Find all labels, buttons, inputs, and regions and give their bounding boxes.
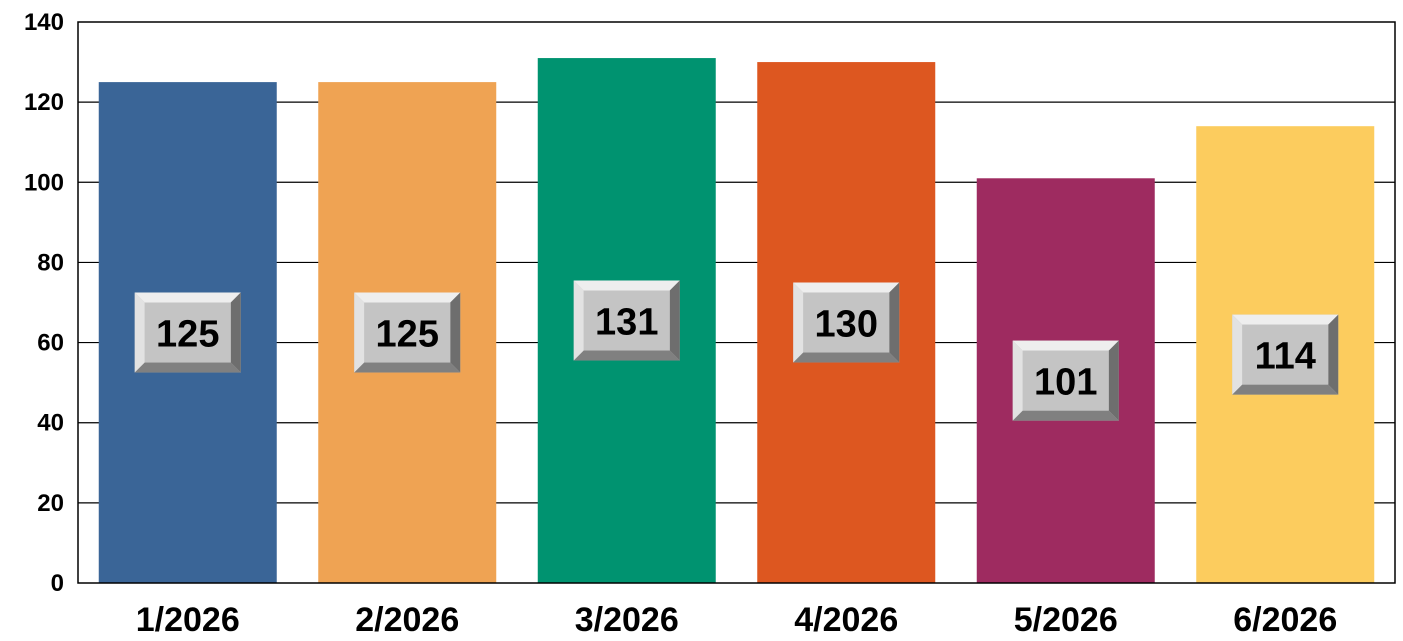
bars: [98, 58, 1375, 584]
y-tick-label: 60: [37, 330, 64, 357]
y-tick-label: 40: [37, 410, 64, 437]
y-tick-label: 80: [37, 249, 64, 276]
data-label: 125: [156, 314, 219, 356]
data-label-box: 101: [1012, 340, 1119, 421]
data-label: 130: [815, 304, 878, 346]
y-tick-label: 120: [24, 89, 64, 116]
x-tick-label: 3/2026: [575, 601, 679, 639]
x-tick-label: 6/2026: [1233, 601, 1337, 639]
data-label: 114: [1255, 336, 1316, 378]
data-label-box: 125: [354, 292, 461, 373]
data-label-box: 130: [793, 282, 900, 363]
data-labels: 125 125 131 130 101 114: [134, 280, 1339, 421]
data-label: 125: [376, 314, 439, 356]
y-tick-label: 140: [24, 9, 64, 36]
plot-area-frame: [77, 21, 1396, 584]
gridlines: [78, 101, 1395, 504]
x-tick-label: 5/2026: [1014, 601, 1118, 639]
data-label-box: 131: [573, 280, 680, 361]
y-tick-label: 0: [51, 570, 64, 597]
x-tick-label: 4/2026: [794, 601, 898, 639]
y-tick-label: 100: [24, 169, 64, 196]
data-label-box: 114: [1232, 314, 1339, 395]
x-tick-label: 2/2026: [355, 601, 459, 639]
x-axis-ticks: 1/2026 2/2026 3/2026 4/2026 5/2026 6/2026: [136, 601, 1338, 639]
y-tick-label: 20: [37, 490, 64, 517]
y-axis-ticks: 0 20 40 60 80 100 120 140: [24, 9, 64, 597]
data-label: 101: [1034, 362, 1097, 404]
data-label-box: 125: [134, 292, 241, 373]
x-tick-label: 1/2026: [136, 601, 240, 639]
data-label: 131: [595, 302, 658, 344]
